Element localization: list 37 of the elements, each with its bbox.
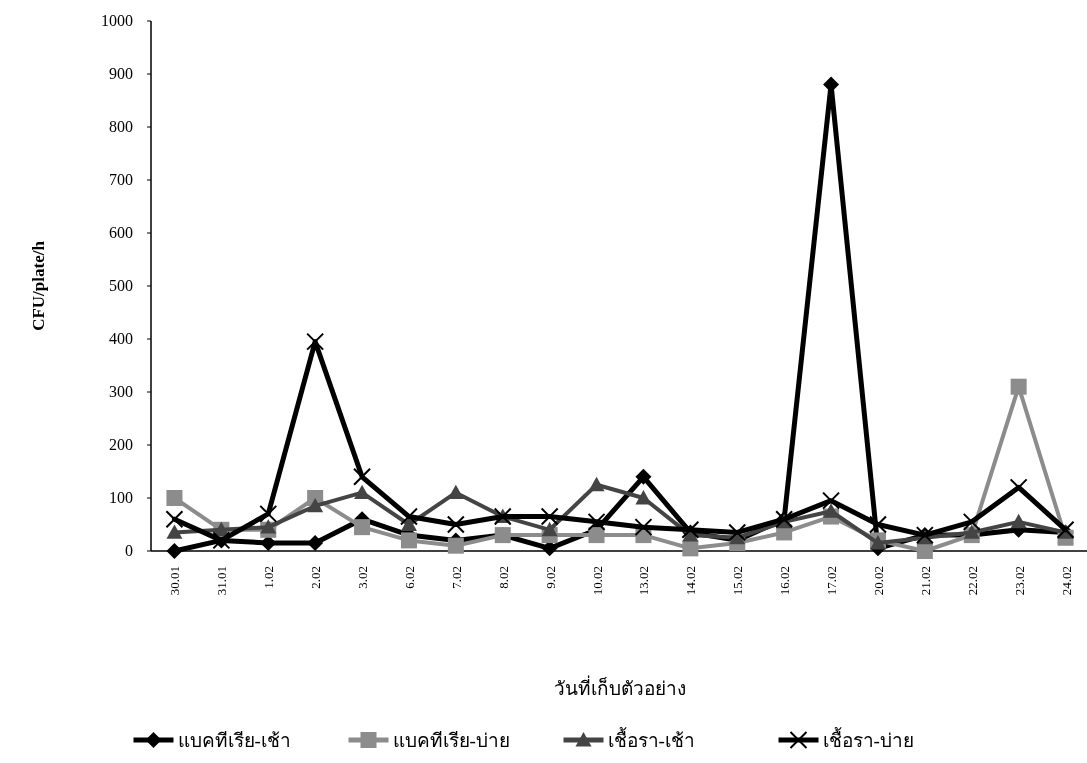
x-tick-label: 16.02 [777, 566, 793, 596]
y-tick-label: 800 [109, 118, 133, 135]
legend-label: เชื้อรา-บ่าย [822, 727, 914, 751]
y-tick-label: 700 [109, 171, 133, 188]
x-tick-label: 8.02 [495, 566, 511, 589]
x-tick-label: 7.02 [448, 566, 464, 589]
x-tick-label: 24.02 [1058, 566, 1074, 596]
x-tick-label: 22.02 [964, 566, 980, 596]
y-tick-label: 200 [109, 436, 133, 453]
y-tick-label: 500 [109, 277, 133, 294]
x-tick-label: 9.02 [542, 566, 558, 589]
x-tick-label: 1.02 [261, 566, 277, 589]
x-tick-label: 13.02 [636, 566, 652, 596]
y-tick-label: 0 [125, 542, 133, 559]
x-tick-label: 30.01 [167, 566, 183, 596]
legend-label: แบคทีเรีย-เช้า [177, 730, 291, 751]
x-tick-label: 2.02 [308, 566, 324, 589]
y-tick-label: 900 [109, 65, 133, 82]
x-tick-label: 6.02 [401, 566, 417, 589]
legend-label: แบคทีเรีย-บ่าย [392, 730, 510, 751]
x-tick-label: 17.02 [824, 566, 840, 596]
y-tick-label: 100 [109, 489, 133, 506]
x-tick-label: 10.02 [589, 566, 605, 596]
y-axis-title: CFU/plate/h [29, 240, 48, 331]
x-tick-label: 15.02 [730, 566, 746, 596]
x-axis-title: วันที่เก็บตัวอย่าง [554, 675, 686, 699]
legend-label: เชื้อรา-เช้า [607, 727, 695, 751]
x-tick-label: 23.02 [1011, 566, 1027, 596]
x-tick-label: 21.02 [917, 566, 933, 596]
y-tick-label: 400 [109, 330, 133, 347]
x-tick-label: 20.02 [870, 566, 886, 596]
x-tick-label: 3.02 [355, 566, 371, 589]
y-tick-label: 1000 [101, 12, 133, 29]
y-tick-label: 300 [109, 383, 133, 400]
x-tick-label: 31.01 [214, 566, 230, 596]
x-tick-label: 14.02 [683, 566, 699, 596]
y-tick-label: 600 [109, 224, 133, 241]
